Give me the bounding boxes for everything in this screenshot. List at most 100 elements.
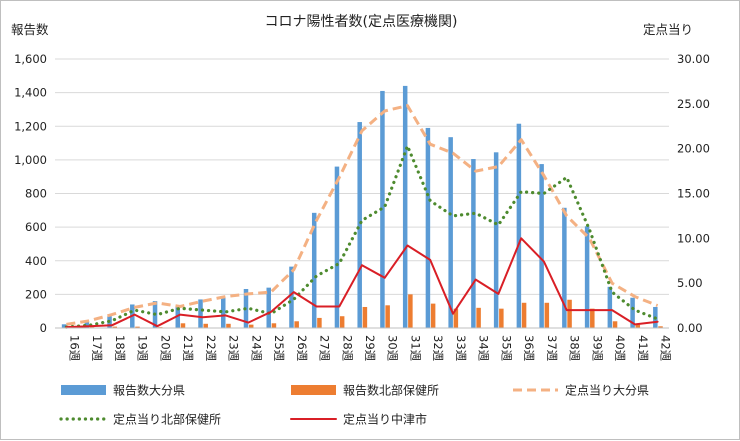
y-tick-label: 0 — [40, 321, 47, 335]
y-tick-label: 600 — [25, 220, 47, 234]
y-tick-label: 1,000 — [14, 153, 47, 167]
bar — [221, 297, 226, 328]
legend-swatch — [291, 385, 336, 395]
bar — [317, 317, 322, 328]
bar — [294, 321, 299, 328]
x-tick-label: 42週 — [659, 335, 673, 362]
bar — [493, 152, 499, 328]
bar — [453, 308, 459, 328]
legend-label: 定点当り大分県 — [565, 383, 649, 398]
bar — [448, 137, 453, 328]
x-tick-label: 26週 — [295, 335, 309, 362]
bar — [408, 294, 413, 328]
bar — [425, 127, 431, 329]
y2-tick-label: 20.00 — [677, 142, 710, 156]
bar — [430, 303, 436, 328]
y2-tick-label: 25.00 — [677, 97, 710, 111]
series-line — [66, 104, 659, 326]
y2-tick-label: 5.00 — [677, 276, 703, 290]
bar — [61, 324, 67, 328]
y2-axis-title: 定点当り — [643, 22, 693, 37]
bar — [266, 287, 271, 328]
x-tick-label: 35週 — [499, 335, 513, 362]
bar — [198, 299, 203, 328]
gridlines — [55, 58, 669, 329]
bar — [499, 308, 504, 328]
bar — [521, 302, 527, 328]
y2-tick-label: 10.00 — [677, 231, 710, 245]
y-tick-label: 1,600 — [14, 52, 47, 66]
x-tick-label: 17週 — [90, 335, 104, 362]
y2-tick-label: 15.00 — [677, 187, 710, 201]
legend-label: 報告数北部保健所 — [343, 383, 439, 398]
x-tick-label: 38週 — [568, 335, 582, 362]
x-tick-label: 18週 — [113, 335, 127, 362]
line-series — [64, 104, 660, 329]
x-tick-label: 31週 — [409, 335, 423, 362]
y2-tick-label: 0.00 — [677, 321, 703, 335]
bar — [584, 226, 590, 328]
x-tick-label: 36週 — [522, 335, 536, 362]
x-tick-label: 25週 — [272, 335, 286, 362]
bar — [607, 286, 613, 328]
bar — [402, 85, 408, 329]
x-tick-label: 37週 — [545, 335, 559, 362]
bar — [357, 122, 362, 328]
x-tick-label: 32週 — [431, 335, 445, 362]
x-tick-label: 29週 — [363, 335, 377, 362]
chart-title: コロナ陽性者数(定点医療機関) — [265, 13, 458, 30]
bar — [271, 323, 277, 328]
bar — [203, 323, 208, 328]
y-tick-label: 1,200 — [14, 119, 47, 133]
x-tick-label: 20週 — [158, 335, 172, 362]
x-tick-label: 19週 — [136, 335, 150, 362]
x-tick-label: 41週 — [636, 335, 650, 362]
bar — [180, 323, 186, 328]
x-tick-label: 16週 — [67, 335, 81, 362]
x-tick-label: 24週 — [249, 335, 263, 362]
x-tick-label: 21週 — [181, 335, 195, 362]
bar — [339, 316, 345, 328]
y2-tick-label: 30.00 — [677, 52, 710, 66]
y-axis-title: 報告数 — [11, 22, 49, 37]
x-tick-label: 30週 — [386, 335, 400, 362]
bar — [516, 123, 522, 329]
bar — [630, 297, 635, 328]
bar — [112, 326, 118, 328]
axes: 0 200 400 600 800 1,000 1,200 1,400 1,600 0.00 5.0… — [14, 52, 710, 362]
x-tick-label: 34週 — [477, 335, 491, 362]
x-tick-label: 22週 — [204, 335, 218, 362]
bar-series — [61, 85, 663, 329]
y-tick-label: 800 — [25, 187, 47, 201]
bar — [590, 308, 595, 328]
bar — [567, 299, 572, 328]
bar — [476, 307, 481, 328]
x-tick-label: 23週 — [227, 335, 241, 362]
bar — [248, 324, 254, 328]
bar — [612, 321, 618, 328]
bar — [658, 326, 663, 328]
series-line — [64, 144, 660, 329]
series-line — [65, 237, 659, 329]
bar — [175, 306, 181, 328]
bar — [334, 166, 340, 328]
legend-label: 報告数大分県 — [113, 383, 185, 398]
y-tick-label: 1,400 — [14, 86, 47, 100]
bar — [635, 324, 641, 328]
legend-label: 定点当り中津市 — [343, 412, 427, 427]
bar — [226, 323, 231, 328]
x-tick-label: 28週 — [340, 335, 354, 362]
bar — [544, 302, 550, 328]
y-tick-label: 200 — [25, 287, 47, 301]
x-tick-label: 33週 — [454, 335, 468, 362]
x-tick-label: 39週 — [590, 335, 604, 362]
bar — [539, 164, 544, 328]
bar — [84, 322, 90, 328]
bar — [135, 326, 140, 328]
x-tick-label: 40週 — [613, 335, 627, 362]
y-tick-label: 400 — [25, 254, 47, 268]
bar — [471, 159, 476, 328]
